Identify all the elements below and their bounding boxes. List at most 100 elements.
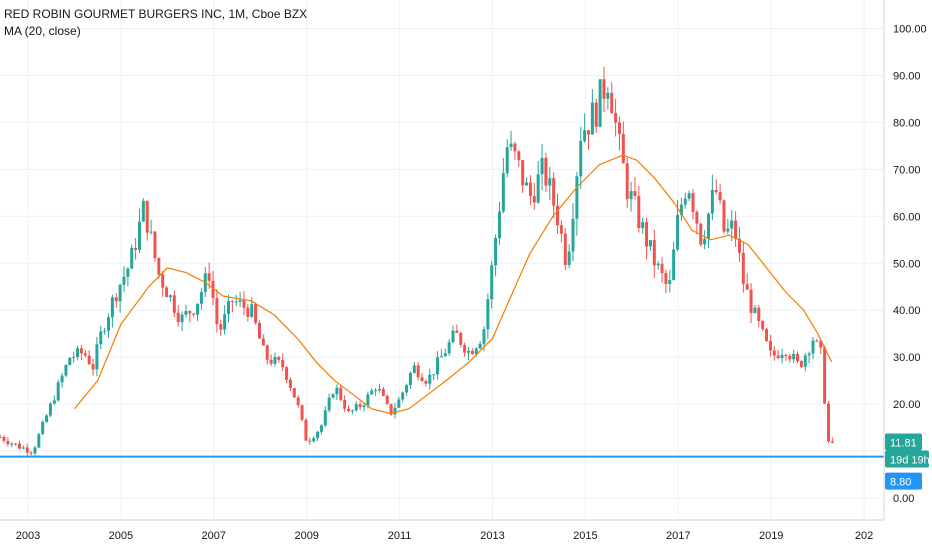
candle-body [761,321,765,330]
candle-body [753,307,757,313]
candle-body [726,228,730,232]
candles [0,66,834,458]
candle-body [598,79,602,127]
symbol-title[interactable]: RED ROBIN GOURMET BURGERS INC, 1M, Cboe … [4,7,308,21]
candle-body [6,440,10,445]
indicator-label[interactable]: MA (20, close) [4,24,81,38]
candle-body [614,113,618,123]
x-tick-label: 2005 [109,530,133,542]
y-tick-label: 80.00 [893,117,921,129]
candle-body [528,182,532,197]
candle-body [826,403,830,442]
candle-body [323,410,327,426]
candle-body [319,425,323,432]
price-axis[interactable]: 100.00 90.00 80.00 70.00 60.00 50.00 40.00 30.0… [893,24,927,506]
candle-body [122,276,126,285]
candle-body [207,273,211,281]
candle-body [110,297,114,318]
candle-body [586,130,590,135]
candle-body [602,79,606,99]
candle-body [497,211,501,239]
candle-body [819,340,823,348]
candle-body [544,157,548,186]
candle-body [482,329,486,344]
candle-body [56,382,60,401]
candle-body [590,102,594,135]
candle-body [358,404,362,408]
candle-body [37,434,41,448]
candle-body [393,407,397,415]
candle-body [126,268,130,277]
candle-body [401,392,405,400]
candle-body [722,200,726,232]
candle-body [316,431,320,439]
candle-body [645,222,649,247]
candle-body [536,174,540,203]
candle-body [517,151,521,161]
candle-body [714,189,718,193]
candle-body [780,355,784,359]
candle-body [188,311,192,314]
candle-body [513,143,517,152]
candle-body [691,193,695,212]
candle-body [25,447,29,453]
candle-body [672,249,676,281]
candle-body [501,173,505,212]
candle-body [784,355,788,357]
candle-body [494,238,498,266]
candle-body [157,258,161,275]
candle-body [261,338,265,346]
candle-body [633,191,637,197]
candle-body [637,196,641,229]
candle-body [660,263,664,274]
candle-body [292,388,296,398]
y-tick-label: 90.00 [893,70,921,82]
candle-body [676,214,680,250]
candle-body [134,247,138,250]
candle-body [374,390,378,392]
y-tick-label: 20.00 [893,399,921,411]
candle-body [215,298,219,325]
candle-body [703,238,707,245]
candle-body [718,192,722,201]
candle-body [145,200,149,233]
candle-body [695,211,699,224]
candle-body [165,287,169,298]
candle-body [474,348,478,355]
candle-body [467,350,471,353]
candle-body [29,452,33,454]
candle-body [668,280,672,284]
candle-body [172,295,176,313]
candle-body [606,92,610,99]
candle-body [583,130,587,141]
candle-body [815,340,819,342]
candle-body [362,405,366,408]
countdown-tag [885,450,929,468]
candle-body [432,374,436,376]
candle-body [33,447,37,454]
candle-body [343,399,347,409]
candle-body [799,361,803,367]
ma-line [74,154,833,415]
x-tick-label: 2003 [16,530,40,542]
candle-body [710,189,714,214]
candle-body [331,394,335,398]
time-axis[interactable]: 2003 2005 2007 2009 2011 2013 2015 2017 2019 202 [16,530,874,542]
candle-body [192,313,196,315]
candle-body [532,196,536,203]
candle-body [300,405,304,420]
candle-body [807,353,811,356]
candle-body [176,312,180,323]
candle-body [567,251,571,265]
candle-body [52,400,56,404]
candle-body [196,303,200,315]
candle-body [149,231,153,233]
candle-body [354,404,358,411]
candle-body [281,359,285,368]
candle-body [594,102,598,127]
candle-body [95,344,99,370]
candle-body [377,388,381,391]
candle-body [168,295,172,298]
